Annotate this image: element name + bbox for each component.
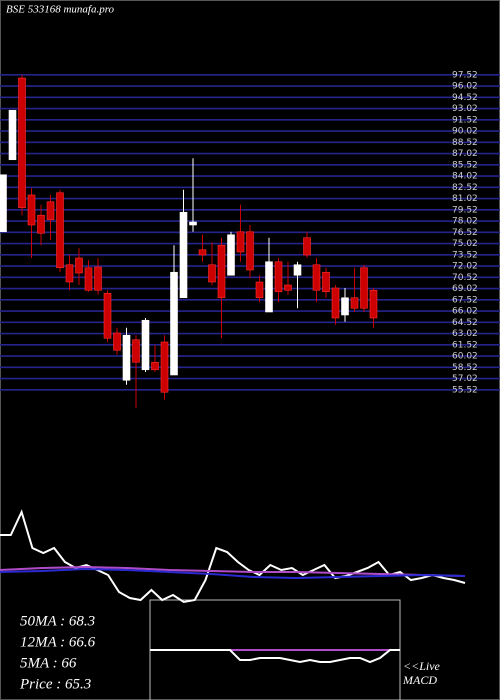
chart-title: BSE 533168 munafa.pro [6,4,115,16]
y-tick-label: 87.02 [452,149,478,159]
y-tick-label: 76.52 [452,228,478,238]
indicator-line [0,509,466,604]
info-text: 5MA : 66 [20,655,77,671]
y-tick-label: 97.52 [452,70,478,80]
candle-body [103,292,112,339]
candle-body [369,289,378,319]
info-text: 50MA : 68.3 [20,613,95,629]
candle-body [160,341,169,393]
candle-body [360,267,368,309]
y-tick-label: 81.02 [452,194,478,204]
y-tick-label: 96.02 [452,82,478,92]
candle-body [208,264,216,283]
candle-body [27,194,36,226]
candle-body [227,234,235,276]
candle-body [255,281,264,299]
candle-body [341,297,349,316]
candle-body [350,297,359,309]
y-tick-label: 78.02 [452,217,478,227]
y-tick-label: 57.02 [452,374,478,384]
indicator-line [0,565,466,577]
candle-body [94,266,102,291]
y-tick-label: 61.52 [452,340,478,350]
candle-body [293,264,302,276]
candle-body [331,287,340,319]
y-tick-label: 72.02 [452,262,478,272]
y-tick-label: 93.02 [452,104,478,114]
y-tick-label: 63.02 [452,329,478,339]
y-tick-label: 82.52 [452,183,478,193]
y-tick-label: 64.52 [452,318,478,328]
candle-body [65,264,74,283]
y-tick-label: 60.02 [452,352,478,362]
annotation: <<Live [403,659,441,673]
candle-body [18,77,26,209]
candle-body [189,221,197,226]
y-tick-label: 67.52 [452,295,478,305]
candle-body [312,264,321,291]
y-tick-label: 69.02 [452,284,478,294]
y-tick-label: 73.52 [452,250,478,260]
candle-body [56,192,64,269]
candle-body [179,211,188,299]
info-text: 12MA : 66.6 [20,634,96,650]
candle-body [274,261,283,293]
indicator-line [150,649,400,664]
candle-body [132,339,140,363]
y-tick-label: 85.52 [452,160,478,170]
y-tick-label: 91.52 [452,115,478,125]
y-tick-label: 79.52 [452,205,478,215]
candle-body [322,271,330,293]
y-tick-label: 58.52 [452,363,478,373]
candle-body [141,319,150,371]
y-tick-label: 94.52 [452,93,478,103]
candle-body [0,174,7,233]
annotation: MACD [402,673,437,687]
y-tick-label: 75.02 [452,239,478,249]
candle-body [151,361,159,371]
candle-body [75,257,83,274]
info-text: Price : 65.3 [19,676,91,692]
y-tick-label: 88.52 [452,138,478,148]
candle-body [46,201,55,221]
candle-body [84,267,93,291]
y-tick-label: 84.02 [452,172,478,182]
candle-body [170,271,178,376]
candle-body [198,249,207,256]
y-tick-label: 55.52 [452,385,478,395]
candle-body [265,261,273,313]
candle-body [246,231,254,271]
indicator-line [0,567,466,580]
candle-body [8,109,17,161]
y-tick-label: 90.02 [452,127,478,137]
candle-body [113,332,121,351]
candle-body [217,244,226,299]
candle-body [236,231,245,253]
candle-body [37,214,45,234]
y-tick-label: 66.02 [452,307,478,317]
candle-body [284,284,292,291]
candle-body [122,334,131,381]
candle-body [303,237,311,256]
y-tick-label: 70.52 [452,273,478,283]
